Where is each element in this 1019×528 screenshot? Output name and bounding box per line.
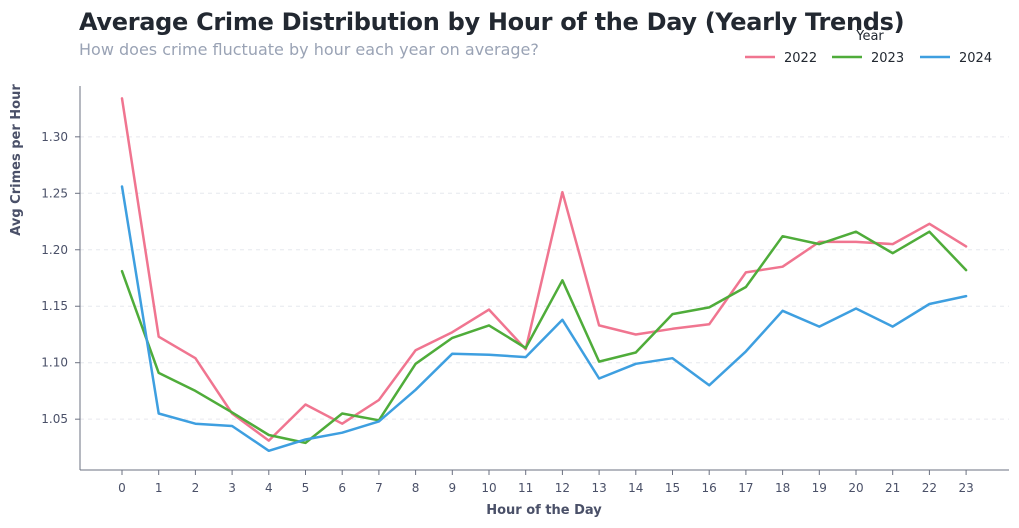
chart-subtitle: How does crime fluctuate by hour each ye… — [79, 40, 539, 59]
y-tick-label: 1.05 — [41, 412, 68, 426]
legend-label-2022: 2022 — [784, 51, 817, 66]
x-tick-label: 12 — [555, 481, 570, 495]
series-line-2023 — [120, 230, 968, 445]
x-tick-label: 11 — [518, 481, 533, 495]
x-tick-label: 8 — [412, 481, 420, 495]
chart-title: Average Crime Distribution by Hour of th… — [79, 8, 905, 36]
y-tick-label: 1.10 — [41, 356, 68, 370]
x-tick-label: 20 — [848, 481, 863, 495]
y-tick-label: 1.30 — [41, 130, 68, 144]
x-tick-label: 19 — [812, 481, 827, 495]
x-tick-label: 21 — [885, 481, 900, 495]
x-tick-label: 23 — [958, 481, 973, 495]
x-tick-label: 3 — [228, 481, 236, 495]
y-axis-title: Avg Crimes per Hour — [9, 84, 24, 236]
x-tick-label: 2 — [192, 481, 200, 495]
x-tick-label: 5 — [302, 481, 310, 495]
x-tick-label: 17 — [738, 481, 753, 495]
series-line-2024 — [120, 185, 968, 453]
x-tick-label: 0 — [118, 481, 126, 495]
x-axis-title: Hour of the Day — [486, 503, 602, 518]
y-tick-label: 1.15 — [41, 299, 68, 313]
x-tick-label: 14 — [628, 481, 643, 495]
x-tick-label: 18 — [775, 481, 790, 495]
x-tick-label: 15 — [665, 481, 680, 495]
legend-label-2023: 2023 — [871, 51, 904, 66]
legend-label-2024: 2024 — [959, 51, 992, 66]
y-tick-label: 1.25 — [41, 186, 68, 200]
gridlines — [80, 136, 1009, 420]
x-tick-label: 10 — [481, 481, 496, 495]
x-tick-label: 13 — [591, 481, 606, 495]
x-tick-label: 4 — [265, 481, 273, 495]
series-line-2022 — [120, 97, 968, 442]
legend-title: Year — [855, 29, 884, 44]
x-tick-label: 7 — [375, 481, 383, 495]
x-tick-label: 6 — [338, 481, 346, 495]
legend: Year 2022 2023 2024 — [745, 29, 992, 66]
x-tick-label: 16 — [702, 481, 717, 495]
y-axis-ticks: 1.05 1.10 1.15 1.20 1.25 1.30 — [41, 130, 80, 426]
x-axis-ticks: 0 1 2 3 4 5 6 7 8 9 10 11 12 13 14 15 16 17 18 19 20 21 22 23 — [118, 470, 974, 495]
x-tick-label: 22 — [922, 481, 937, 495]
x-tick-label: 9 — [448, 481, 456, 495]
x-tick-label: 1 — [155, 481, 163, 495]
series-lines — [120, 97, 968, 453]
y-tick-label: 1.20 — [41, 243, 68, 257]
